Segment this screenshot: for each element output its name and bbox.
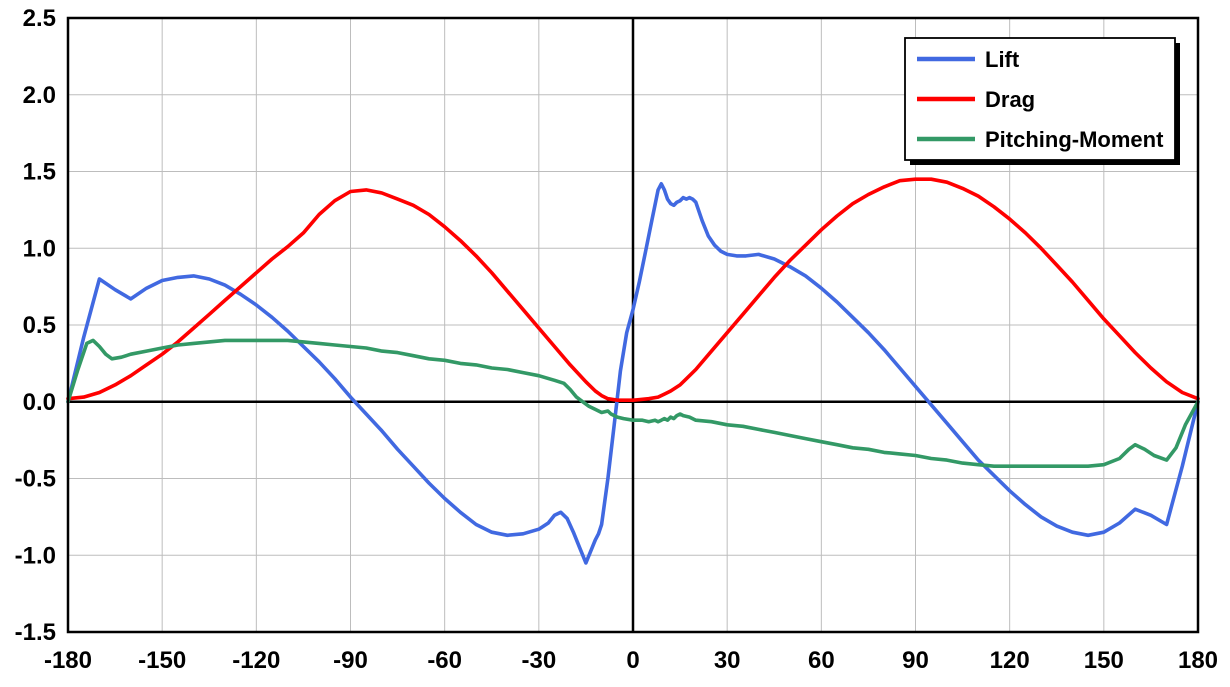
x-tick-label: 90	[902, 647, 929, 674]
y-tick-label: 1.0	[23, 235, 56, 262]
x-tick-label: 0	[626, 647, 639, 674]
x-tick-label: -90	[333, 647, 368, 674]
x-tick-label: 30	[714, 647, 741, 674]
legend-item-drag: Drag	[917, 87, 1035, 112]
y-tick-label: 1.5	[23, 159, 56, 186]
y-tick-label: -1.0	[15, 542, 56, 569]
y-tick-label: -0.5	[15, 466, 56, 493]
legend-label: Drag	[985, 87, 1035, 112]
y-tick-label: 2.0	[23, 82, 56, 109]
legend-item-lift: Lift	[917, 47, 1020, 72]
y-tick-label: 0.5	[23, 312, 56, 339]
y-tick-label: 0.0	[23, 389, 56, 416]
legend: Lift Drag Pitching-Moment	[904, 37, 1180, 165]
y-tick-labels: -1.5 -1.0 -0.5 0.0 0.5 1.0 1.5 2.0 2.5	[15, 5, 56, 646]
x-tick-label: 60	[808, 647, 835, 674]
x-tick-label: 120	[990, 647, 1030, 674]
series-line-lift	[66, 182, 1200, 565]
x-tick-label: 180	[1178, 647, 1218, 674]
legend-item-pitching-moment: Pitching-Moment	[917, 127, 1164, 152]
x-tick-labels: -180 -150 -120 -90 -60 -30 0 30 60 90 120 150 180	[44, 647, 1218, 674]
series-line-pitching-moment	[66, 338, 1200, 468]
x-tick-label: -180	[44, 647, 92, 674]
series-line-drag	[66, 177, 1200, 402]
y-tick-label: -1.5	[15, 619, 56, 646]
x-tick-label: -150	[138, 647, 186, 674]
legend-label: Lift	[985, 47, 1020, 72]
x-tick-label: 150	[1084, 647, 1124, 674]
plot-frame	[66, 16, 1200, 634]
x-tick-label: -60	[427, 647, 462, 674]
legend-label: Pitching-Moment	[985, 127, 1164, 152]
x-tick-label: -30	[521, 647, 556, 674]
x-tick-label: -120	[232, 647, 280, 674]
y-tick-label: 2.5	[23, 5, 56, 32]
